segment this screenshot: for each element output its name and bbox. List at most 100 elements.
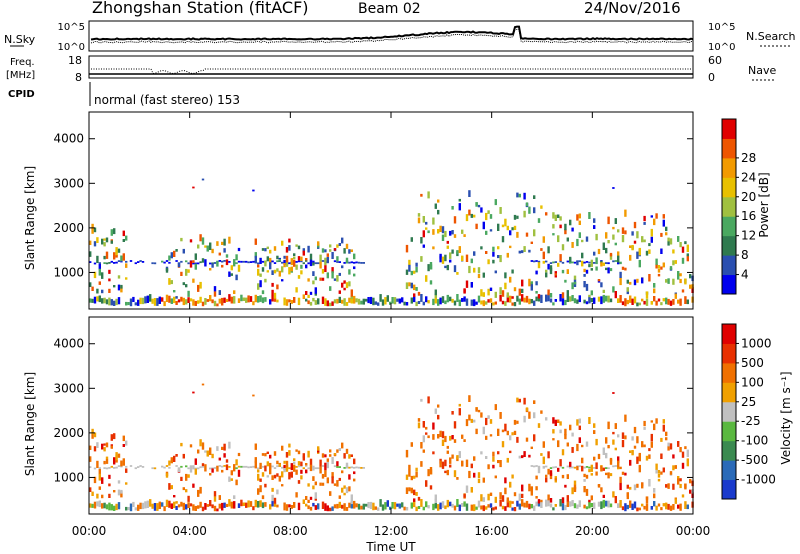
velocity-cell [302, 467, 305, 470]
power-cell [153, 262, 157, 265]
power-cell [686, 299, 689, 305]
velocity-cell [314, 497, 317, 501]
power-cell [125, 260, 128, 263]
velocity-cell [473, 419, 476, 423]
power-cell [564, 223, 567, 231]
power-cell [590, 290, 593, 296]
power-cell [535, 281, 538, 286]
power-cell [168, 261, 171, 264]
power-cell [281, 261, 284, 264]
velocity-cell [187, 474, 190, 478]
power-cell [233, 259, 236, 267]
velocity-colorbar-tick-label: -25 [741, 414, 761, 428]
velocity-cell [252, 506, 255, 511]
velocity-cell [629, 500, 632, 508]
power-frame [88, 111, 694, 310]
power-cell [221, 241, 224, 245]
velocity-cell [561, 466, 565, 469]
power-cell [549, 293, 553, 298]
power-cell [374, 301, 377, 305]
power-cell [470, 258, 473, 264]
power-cell [564, 279, 567, 283]
velocity-cell [537, 423, 541, 428]
power-cell [576, 238, 579, 247]
power-cell [643, 300, 646, 305]
velocity-cell [307, 499, 310, 503]
velocity-cell [417, 422, 421, 429]
power-cell [425, 275, 428, 282]
x-tick-label: 08:00 [273, 524, 308, 538]
velocity-cell [681, 451, 685, 458]
power-cell [583, 268, 586, 273]
power-cell [329, 286, 332, 291]
power-cell [626, 299, 629, 305]
velocity-cell [557, 419, 560, 423]
power-cell [93, 296, 97, 304]
power-cell [329, 302, 332, 307]
power-cell [420, 294, 423, 302]
velocity-cell [662, 424, 665, 432]
velocity-cell [290, 471, 293, 477]
power-cell [557, 235, 560, 243]
power-cell [619, 261, 622, 265]
velocity-cell [257, 488, 260, 495]
velocity-cell [477, 479, 481, 484]
velocity-cell [161, 502, 164, 507]
power-cell [281, 266, 284, 273]
power-cell [288, 245, 291, 251]
station-title: Zhongshan Station (fitACF) [92, 0, 309, 17]
velocity-cell [314, 467, 317, 470]
power-cell [273, 292, 277, 299]
velocity-cell [125, 468, 128, 473]
power-cell [485, 251, 488, 254]
velocity-cell [665, 431, 668, 437]
power-cell [614, 260, 617, 262]
velocity-cell [559, 429, 562, 434]
velocity-cell [667, 483, 670, 489]
velocity-cell [329, 491, 332, 496]
freq-label-2: [MHz] [6, 70, 35, 81]
velocity-cell [134, 467, 137, 470]
power-cell [439, 225, 442, 232]
power-cell [206, 299, 209, 302]
velocity-cell [523, 415, 526, 423]
velocity-cell [266, 451, 269, 454]
velocity-cell [549, 467, 553, 469]
power-cell [180, 296, 183, 302]
power-cell [437, 209, 440, 215]
velocity-cell [554, 419, 557, 426]
power-cell [165, 294, 169, 302]
power-cell [384, 297, 387, 305]
power-cell [223, 297, 226, 303]
power-cell [473, 299, 476, 307]
velocity-cell [338, 501, 341, 508]
velocity-cell [583, 466, 586, 469]
power-cell [324, 257, 327, 266]
velocity-cell [271, 487, 274, 492]
power-cell [271, 289, 274, 297]
velocity-cell [245, 465, 248, 468]
power-cell [660, 302, 663, 306]
velocity-cell [542, 456, 545, 465]
power-cell [113, 262, 116, 264]
power-cell [297, 260, 301, 263]
power-cell [667, 237, 670, 242]
power-cell [600, 260, 603, 264]
velocity-cell [413, 475, 416, 479]
velocity-cell [674, 465, 677, 469]
velocity-cell [175, 465, 178, 467]
velocity-cell [237, 452, 241, 457]
velocity-cell [201, 442, 205, 450]
velocity-cell [168, 466, 171, 469]
velocity-cell [273, 497, 277, 504]
velocity-cell [446, 445, 449, 449]
nave-tick-low: 0 [708, 71, 715, 84]
velocity-cell [593, 430, 596, 434]
velocity-cell [619, 466, 622, 470]
power-cell [139, 297, 142, 305]
velocity-cell [597, 484, 601, 487]
velocity-cell [657, 503, 661, 507]
velocity-cell [681, 462, 685, 469]
velocity-cell [343, 485, 346, 489]
